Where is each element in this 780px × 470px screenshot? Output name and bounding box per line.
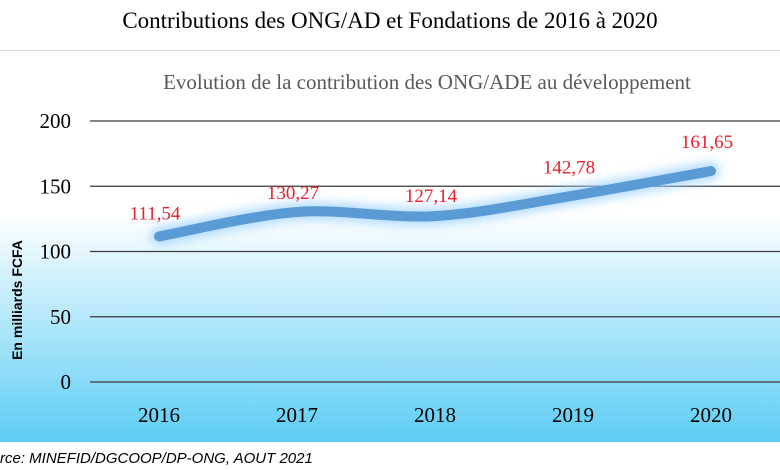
x-tick-label: 2019 bbox=[552, 403, 594, 427]
x-tick-label: 2016 bbox=[138, 403, 180, 427]
data-label: 127,14 bbox=[405, 186, 458, 207]
y-tick-label: 50 bbox=[50, 305, 71, 329]
x-tick-label: 2018 bbox=[414, 403, 456, 427]
data-label: 111,54 bbox=[130, 203, 181, 224]
y-tick-label: 200 bbox=[40, 109, 72, 133]
y-tick-label: 150 bbox=[40, 174, 72, 198]
data-point bbox=[293, 207, 301, 216]
page-title: Contributions des ONG/AD et Fondations d… bbox=[122, 8, 658, 33]
x-tick-label: 2017 bbox=[276, 403, 318, 427]
y-axis-label: En milliards FCFA bbox=[9, 240, 25, 360]
data-point bbox=[155, 232, 163, 241]
x-tick-label: 2020 bbox=[690, 403, 732, 427]
chart-title: Evolution de la contribution des ONG/ADE… bbox=[163, 70, 691, 94]
data-point bbox=[707, 167, 715, 176]
data-label: 142,78 bbox=[543, 158, 595, 179]
y-tick-label: 100 bbox=[40, 240, 72, 264]
chart-background bbox=[0, 50, 780, 442]
y-tick-label: 0 bbox=[61, 370, 72, 394]
data-label: 130,27 bbox=[267, 183, 319, 204]
line-chart: 0 50 100 150 200 2016 2017 2018 2019 2020 111,54… bbox=[0, 50, 780, 442]
data-label: 161,65 bbox=[681, 132, 733, 153]
data-point bbox=[431, 212, 439, 221]
data-point bbox=[569, 191, 577, 200]
source-note: rce: MINEFID/DGCOOP/DP-ONG, AOUT 2021 bbox=[0, 450, 313, 467]
